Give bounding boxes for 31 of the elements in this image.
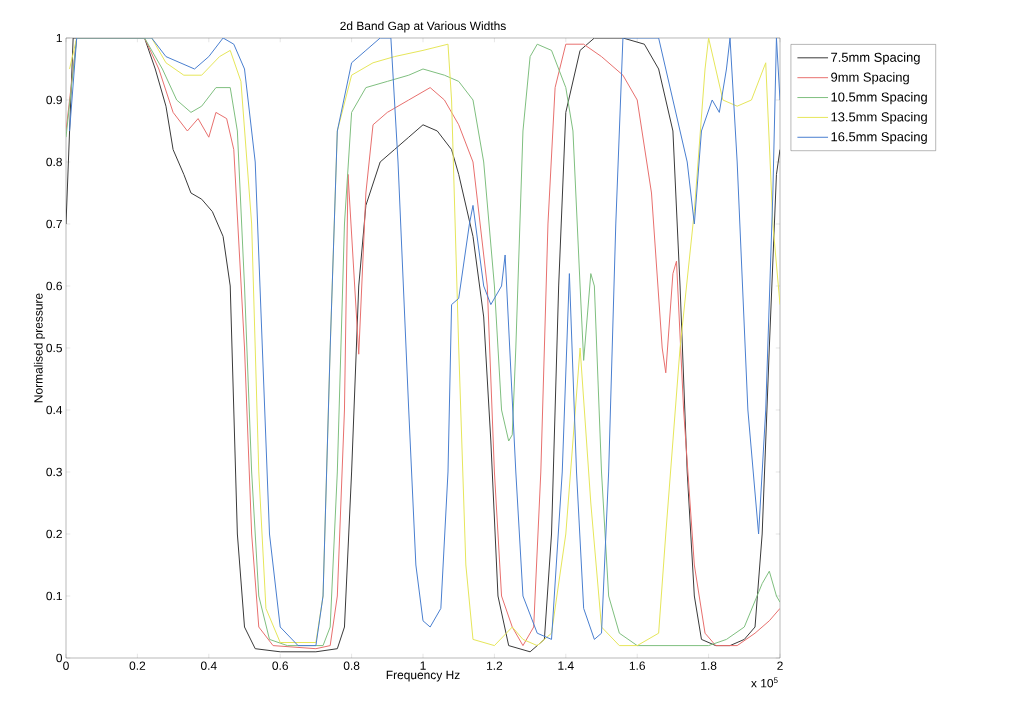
x-tick-label: 0.8 <box>343 661 360 670</box>
legend-label: 13.5mm Spacing <box>831 111 927 125</box>
y-tick-label: 0.3 <box>46 467 62 477</box>
x-tick-label: 0.2 <box>129 661 146 670</box>
y-axis-title: Normalised pressure <box>33 293 46 403</box>
legend-label: 16.5mm Spacing <box>831 131 927 144</box>
y-tick-label: 1 <box>56 33 62 43</box>
x-axis-title: Frequency Hz <box>386 670 460 682</box>
x-tick-label: 0.4 <box>200 661 217 670</box>
chart-title: 2d Band Gap at Various Widths <box>340 21 506 33</box>
legend-label: 9mm Spacing <box>831 72 909 85</box>
x-tick-label: 1.8 <box>701 661 717 670</box>
y-tick-label: 0.1 <box>46 591 62 601</box>
y-tick-label: 0.9 <box>46 95 62 105</box>
y-tick-label: 0.4 <box>46 405 63 415</box>
y-tick-label: 0.6 <box>46 281 62 291</box>
x-tick-label: 0 <box>63 661 69 670</box>
y-tick-label: 0.8 <box>46 157 62 167</box>
y-tick-label: 0.7 <box>46 219 62 229</box>
legend-label: 10.5mm Spacing <box>831 92 927 105</box>
x-tick-label: 0.6 <box>272 661 288 670</box>
y-tick-label: 0 <box>56 653 63 663</box>
y-tick-label: 0.2 <box>46 529 62 539</box>
text: x 10$^{5}$ <box>751 677 778 688</box>
x-tick-label: 1.4 <box>558 661 574 670</box>
x-tick-label: 1 <box>420 661 426 670</box>
x-tick-label: 1.6 <box>629 661 645 670</box>
x-tick-label: 2 <box>777 661 783 670</box>
y-tick-label: 0.5 <box>46 343 62 353</box>
legend-label: 7.5mm Spacing <box>831 52 920 65</box>
x-tick-label: 1.2 <box>487 661 503 670</box>
